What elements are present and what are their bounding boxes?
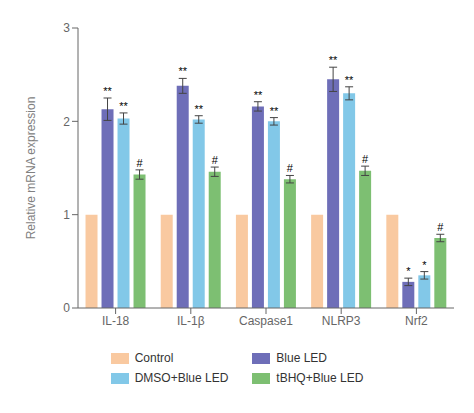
svg-text:#: # [437,221,444,233]
svg-text:*: * [422,259,427,271]
svg-text:#: # [287,162,294,174]
svg-text:Caspase1: Caspase1 [239,314,293,328]
svg-text:**: ** [270,105,279,117]
svg-text:#: # [362,153,369,165]
html-text:Blue LED: Blue LED [276,351,327,365]
svg-text:**: ** [345,74,354,86]
svg-text:#: # [136,157,143,169]
svg-text:IL-18: IL-18 [102,314,130,328]
svg-text:**: ** [194,103,203,115]
html-text:Control: Control [134,351,174,365]
svg-text:**: ** [119,100,128,112]
svg-text:**: ** [329,54,338,66]
svg-text:Nrf2: Nrf2 [405,314,428,328]
svg-text:**: ** [103,85,112,97]
svg-text:0: 0 [63,301,70,315]
html-text:DMSO+Blue LED: DMSO+Blue LED [134,371,229,385]
svg-text:NLRP3: NLRP3 [322,314,361,328]
svg-text:2: 2 [63,115,70,129]
svg-text:**: ** [178,65,187,77]
svg-text:**: ** [254,89,263,101]
svg-text:IL-1β: IL-1β [177,314,205,328]
svg-text:*: * [406,265,411,277]
html-text:tBHQ+Blue LED: tBHQ+Blue LED [276,371,364,385]
svg-text:Relative mRNA expression: Relative mRNA expression [24,97,38,240]
svg-text:#: # [212,154,219,166]
svg-text:1: 1 [63,208,70,222]
svg-text:3: 3 [63,21,70,35]
